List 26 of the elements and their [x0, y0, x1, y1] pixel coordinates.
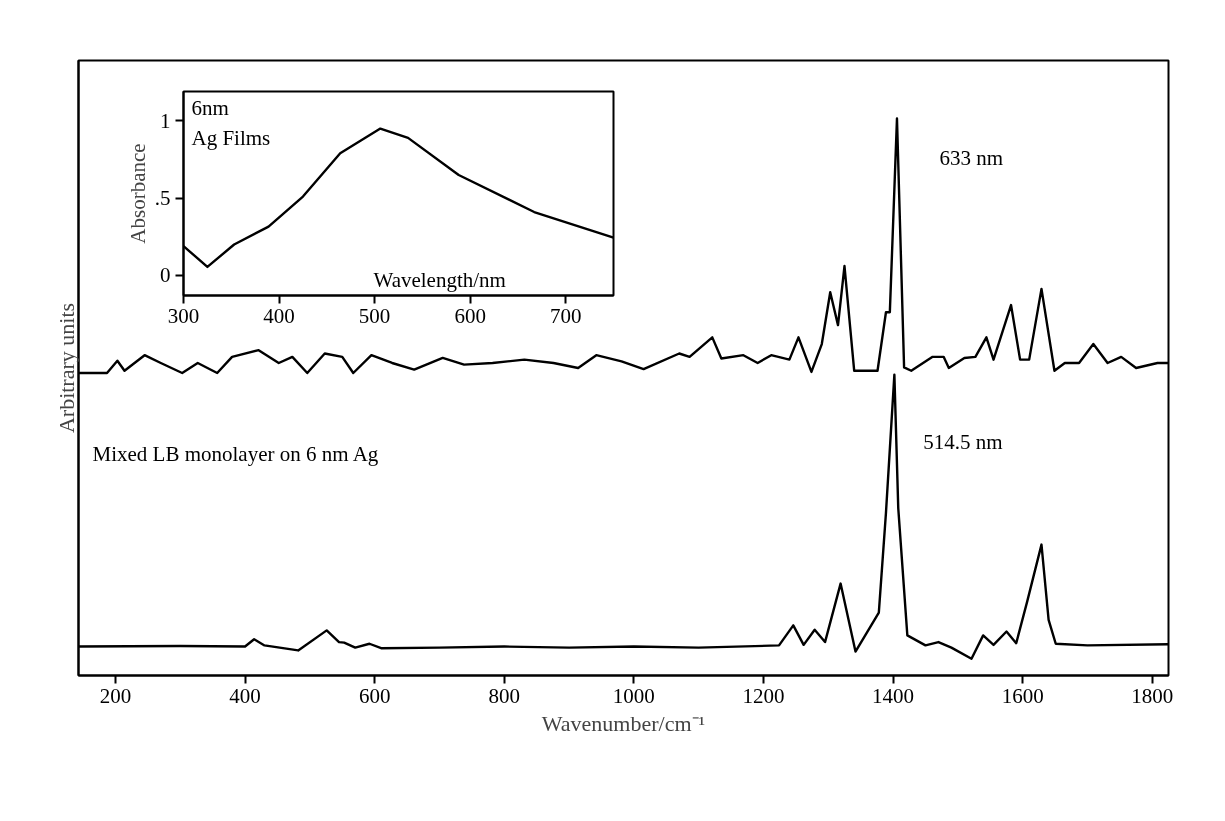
x-tick-label: 300 [167, 303, 200, 328]
x-tick-label: 1200 [742, 683, 785, 708]
series-label: 633 nm [939, 146, 1004, 171]
x-tick-label: 600 [358, 683, 391, 708]
series-label: 514.5 nm [923, 429, 1003, 454]
y-axis-title: Absorbance [125, 143, 150, 244]
x-tick-label: 500 [358, 303, 391, 328]
x-tick-label: 1800 [1131, 683, 1174, 708]
x-tick-label: 200 [99, 683, 132, 708]
annotation: 6nm [191, 95, 229, 120]
annotation: Ag Films [191, 125, 271, 150]
x-tick-label: 700 [549, 303, 582, 328]
annotation: Mixed LB monolayer on 6 nm Ag [92, 442, 379, 467]
y-tick-label: 0 [160, 263, 171, 288]
y-axis-title: Arbitrary units [53, 302, 79, 434]
x-tick-label: 1000 [612, 683, 655, 708]
x-axis-title: Wavelength/nm [373, 267, 506, 292]
x-tick-label: 600 [454, 303, 486, 328]
y-tick-label: 1 [160, 108, 171, 133]
x-tick-label: 1600 [1001, 683, 1044, 708]
x-tick-label: 800 [488, 683, 521, 708]
x-tick-label: 1400 [872, 683, 915, 708]
x-tick-label: 400 [263, 303, 295, 328]
x-tick-label: 400 [229, 683, 261, 708]
y-tick-label: .5 [154, 186, 171, 211]
x-axis-title: Wavenumber/cm⁻¹ [541, 710, 706, 736]
